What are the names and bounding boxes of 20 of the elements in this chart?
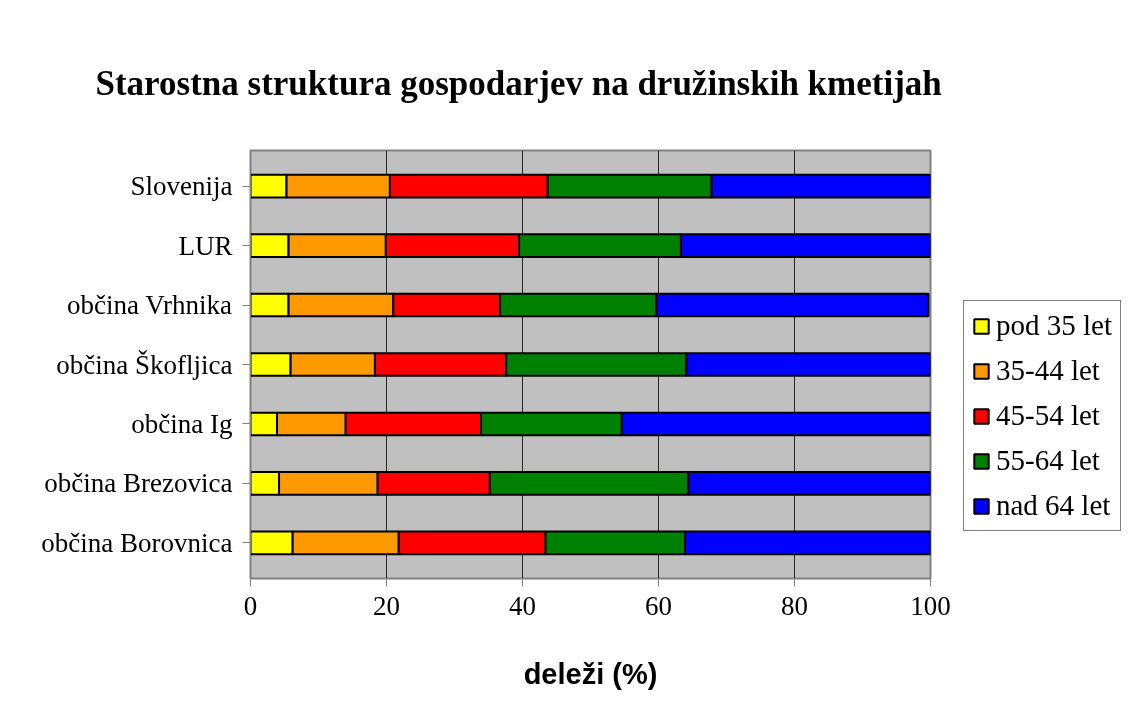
x-tick-label: 100 xyxy=(910,590,951,621)
x-tick-label: 40 xyxy=(509,590,536,621)
legend-label: pod 35 let xyxy=(996,309,1112,342)
y-tick-label: Slovenija xyxy=(130,171,233,202)
y-tick-label: občina Škofljica xyxy=(56,349,233,380)
x-axis-title: deleži (%) xyxy=(523,657,658,690)
x-tick-label: 60 xyxy=(645,590,672,621)
legend-label: 55-64 let xyxy=(996,444,1100,477)
y-tick-label: LUR xyxy=(178,230,233,261)
y-tick-label: občina Borovnica xyxy=(41,527,233,558)
x-tick-label: 20 xyxy=(373,590,400,621)
x-tick-label: 0 xyxy=(243,590,258,621)
legend-label: 35-44 let xyxy=(996,354,1100,387)
y-tick-label: občina Vrhnika xyxy=(66,290,233,321)
legend-label: 45-54 let xyxy=(996,399,1100,432)
legend-label: nad 64 let xyxy=(996,489,1111,522)
chart-title: Starostna struktura gospodarjev na družinskih kmetijah xyxy=(95,64,942,103)
x-tick-label: 80 xyxy=(781,590,808,621)
y-tick-label: občina Ig xyxy=(131,408,233,439)
y-tick-label: občina Brezovica xyxy=(44,468,233,499)
